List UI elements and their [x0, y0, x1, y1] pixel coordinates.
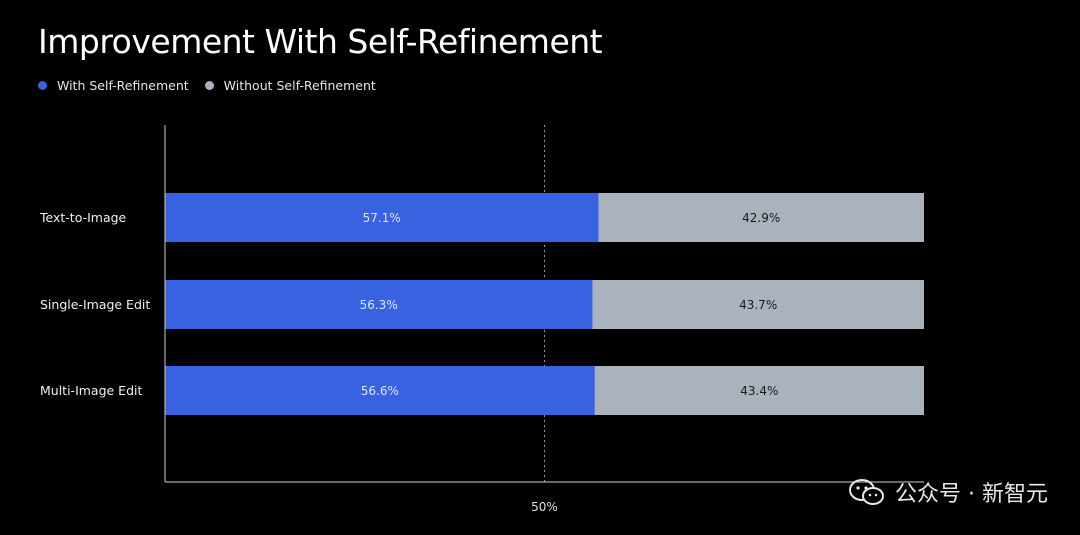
wechat-icon	[849, 479, 885, 505]
data-label-with-3: 56.6%	[361, 384, 399, 398]
bar-without-1	[598, 193, 924, 242]
category-label-3: Multi-Image Edit	[40, 383, 142, 398]
legend: With Self-Refinement Without Self-Refine…	[38, 78, 392, 93]
data-label-with-1: 57.1%	[363, 211, 401, 225]
legend-item-without: Without Self-Refinement	[204, 78, 376, 93]
legend-label-with: With Self-Refinement	[57, 78, 189, 93]
category-label-1: Text-to-Image	[39, 210, 127, 225]
legend-swatch-without	[204, 81, 214, 90]
bar-with-1	[165, 193, 599, 242]
data-label-with-2: 56.3%	[360, 298, 398, 312]
bar-without-3	[594, 366, 924, 415]
bar-without-2	[592, 280, 924, 329]
legend-item-with: With Self-Refinement	[38, 78, 189, 93]
watermark-text: 公众号 · 新智元	[895, 482, 1048, 507]
watermark: 公众号 · 新智元	[847, 476, 1048, 508]
category-label-2: Single-Image Edit	[40, 297, 150, 312]
data-label-without-3: 43.4%	[740, 384, 778, 398]
x-tick-label-50: 50%	[531, 500, 558, 514]
data-label-without-2: 43.7%	[739, 298, 777, 312]
legend-label-without: Without Self-Refinement	[223, 78, 376, 93]
legend-swatch-with	[38, 81, 47, 90]
bar-with-2	[165, 280, 593, 329]
data-label-without-1: 42.9%	[742, 211, 780, 225]
chart-title: Improvement With Self-Refinement	[38, 22, 603, 61]
bar-with-3	[165, 366, 595, 415]
